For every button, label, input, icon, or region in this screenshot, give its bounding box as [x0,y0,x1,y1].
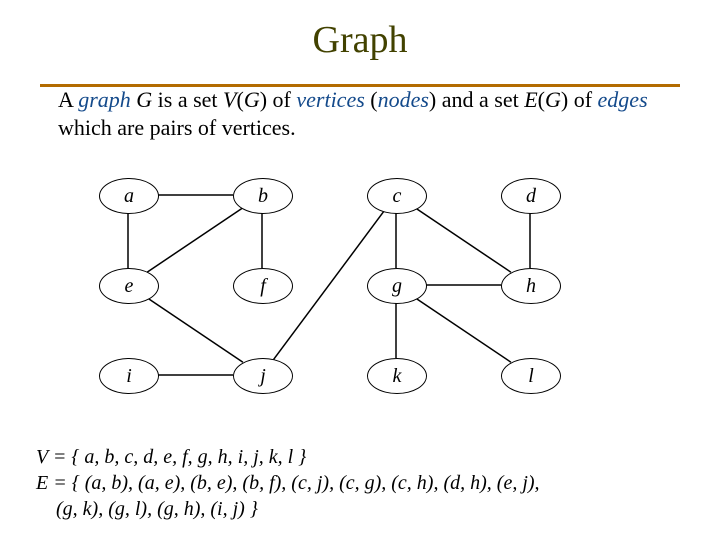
graph-node-l: l [501,358,561,394]
set-definitions: V = { a, b, c, d, e, f, g, h, i, j, k, l… [36,444,696,522]
E-lhs-blank [36,496,56,522]
graph-node-d: d [501,178,561,214]
V-rhs: { a, b, c, d, e, f, g, h, i, j, k, l } [71,444,306,470]
graph-node-k: k [367,358,427,394]
V-lhs: V = [36,444,71,470]
graph-node-e: e [99,268,159,304]
graph-node-h: h [501,268,561,304]
E-rhs-1: { (a, b), (a, e), (b, e), (b, f), (c, j)… [72,470,540,496]
graph-node-c: c [367,178,427,214]
graph-edge-g-l [415,298,511,362]
graph-edge-b-e [147,208,243,272]
graph-node-j: j [233,358,293,394]
graph-node-b: b [233,178,293,214]
graph-node-i: i [99,358,159,394]
graph-node-f: f [233,268,293,304]
graph-edge-c-h [415,208,511,272]
vertex-set: V = { a, b, c, d, e, f, g, h, i, j, k, l… [36,444,696,470]
edge-set-line1: E = { (a, b), (a, e), (b, e), (b, f), (c… [36,470,696,496]
E-rhs-2: (g, k), (g, l), (g, h), (i, j) } [56,496,258,522]
E-lhs: E = [36,470,72,496]
graph-node-a: a [99,178,159,214]
graph-node-g: g [367,268,427,304]
edge-set-line2: (g, k), (g, l), (g, h), (i, j) } [36,496,696,522]
graph-edge-e-j [147,298,243,362]
